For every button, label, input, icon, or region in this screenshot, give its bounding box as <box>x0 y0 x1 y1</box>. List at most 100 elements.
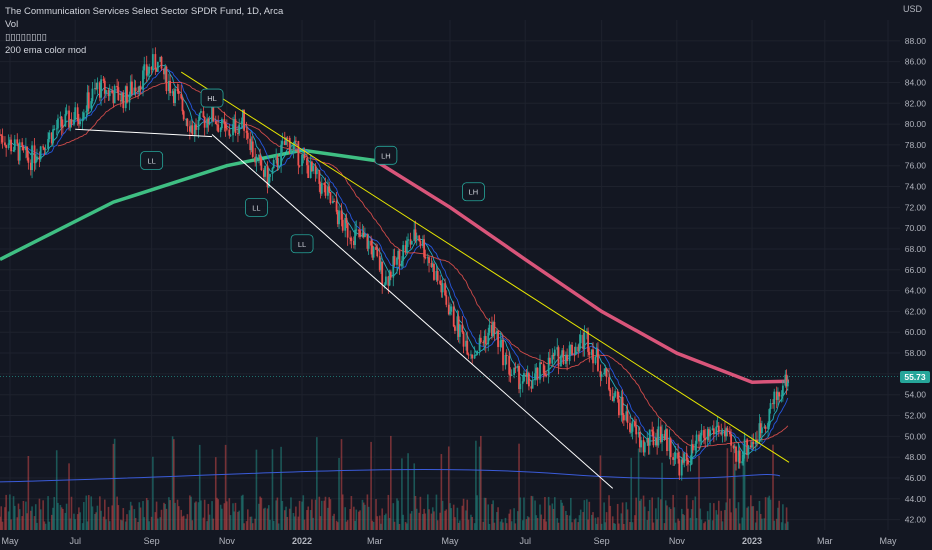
volume-bar <box>413 463 416 530</box>
candle-body <box>709 430 712 437</box>
volume-bar <box>780 522 783 530</box>
candle-body <box>355 229 358 231</box>
volume-bar <box>69 518 72 530</box>
candle-body <box>479 337 482 343</box>
candle-body <box>426 257 429 259</box>
candle-body <box>700 430 703 436</box>
volume-bar <box>456 507 459 530</box>
volume-bar <box>238 510 240 530</box>
volume-bar <box>329 499 332 530</box>
candle-body <box>121 92 123 102</box>
volume-bar <box>362 502 365 530</box>
volume-bar <box>198 444 201 530</box>
candle-body <box>396 257 398 265</box>
candle-body <box>777 392 779 400</box>
volume-bar <box>677 518 679 530</box>
legend-title[interactable]: The Communication Services Select Sector… <box>5 6 284 17</box>
volume-bar <box>142 501 144 530</box>
candle-body <box>203 116 206 128</box>
volume-bar <box>401 458 403 530</box>
candle-body <box>656 437 659 446</box>
y-tick-label: 80.00 <box>905 119 927 129</box>
candle-body <box>433 263 435 280</box>
candle-body <box>536 367 539 380</box>
candle-body <box>634 421 636 427</box>
candle-body <box>207 118 210 125</box>
candle-body <box>309 161 312 179</box>
volume-bar <box>145 497 148 530</box>
volume-bar <box>90 496 93 530</box>
volume-bar <box>708 519 710 530</box>
volume-bar <box>730 512 732 530</box>
volume-bar <box>418 512 420 530</box>
volume-bar <box>414 495 417 530</box>
candle-body <box>499 340 502 348</box>
candle-body <box>38 156 41 160</box>
volume-bar <box>642 495 645 530</box>
candle-body <box>384 276 387 285</box>
ema-200-rising <box>0 148 376 261</box>
y-axis: 88.00 86.00 84.00 82.00 80.00 78.00 76.00 74.00… <box>905 36 927 525</box>
candle-body <box>159 56 162 62</box>
candle-body <box>234 119 237 134</box>
volume-bar <box>750 495 752 530</box>
candle-body <box>94 88 96 90</box>
volume-bar <box>715 510 718 530</box>
candle-body <box>566 354 569 362</box>
candle-body <box>191 125 194 135</box>
volume-bar <box>600 523 603 530</box>
candle-body <box>221 118 223 129</box>
y-tick-label: 60.00 <box>905 327 927 337</box>
candle-body <box>622 414 625 421</box>
volume-bar <box>168 497 170 530</box>
volume-bar <box>561 502 563 530</box>
candle-body <box>245 130 248 133</box>
candle-body <box>754 439 757 445</box>
volume-bar <box>242 494 244 530</box>
volume-bar <box>407 453 409 530</box>
candle-body <box>208 121 211 125</box>
volume-bar <box>545 521 547 530</box>
x-tick-label: Jul <box>519 536 531 546</box>
candle-body <box>160 56 163 69</box>
candle-body <box>18 142 21 161</box>
candle-body <box>224 124 227 129</box>
candle-body <box>186 118 189 127</box>
candle-body <box>78 120 80 125</box>
volume-bar <box>16 517 19 530</box>
volume-bar <box>674 522 677 530</box>
candle-body <box>474 354 477 356</box>
legend-volume[interactable]: Vol <box>5 19 19 30</box>
candle-body <box>458 324 461 337</box>
candle-body <box>781 385 784 396</box>
candle-body <box>699 435 702 442</box>
volume-bar <box>478 446 481 530</box>
volume-bar <box>269 519 271 530</box>
volume-bar <box>10 519 12 530</box>
x-tick-label: Nov <box>219 536 236 546</box>
volume-bar <box>772 444 774 530</box>
candle-body <box>81 118 84 122</box>
volume-bar <box>605 512 608 530</box>
candle-body <box>539 362 541 380</box>
volume-bar <box>630 457 633 530</box>
candle-body <box>752 441 755 445</box>
x-tick-label: Sep <box>144 536 160 546</box>
volume-bar <box>43 521 46 530</box>
volume-bar <box>181 516 184 530</box>
candle-body <box>324 185 327 196</box>
legend-ema[interactable]: 200 ema color mod <box>5 45 87 56</box>
currency-label[interactable]: USD <box>902 4 922 14</box>
volume-bar <box>219 504 222 530</box>
volume-bar <box>189 495 191 530</box>
volume-bar <box>635 497 637 530</box>
candle-body <box>561 350 564 356</box>
candle-body <box>134 87 137 92</box>
candle-body <box>462 332 465 347</box>
y-tick-label: 74.00 <box>905 182 927 192</box>
volume-bar <box>470 514 472 530</box>
legend-hidden-indicator[interactable]: ▯▯▯▯▯▯▯▯ <box>5 32 47 43</box>
volume-bar <box>433 511 435 530</box>
volume-bar <box>138 502 141 530</box>
